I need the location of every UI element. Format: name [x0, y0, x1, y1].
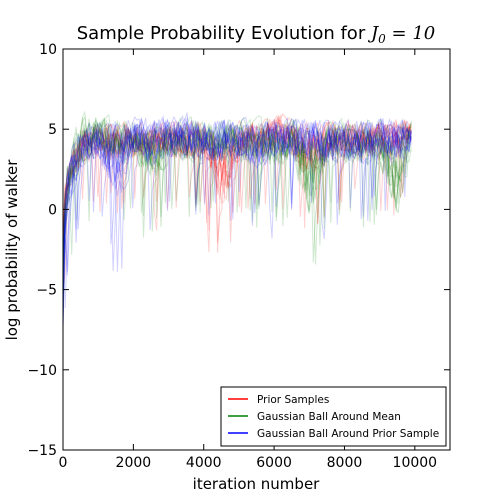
y-tick-label: −15: [27, 443, 57, 459]
walker-line: [62, 116, 412, 334]
series-layer: [62, 110, 412, 334]
walker-line: [62, 116, 412, 253]
series-0: [62, 112, 412, 288]
legend-label-prior-sample: Gaussian Ball Around Prior Sample: [257, 428, 439, 440]
walker-line: [62, 117, 412, 326]
walker-line: [62, 119, 412, 241]
walker-line: [62, 122, 412, 247]
walker-line: [62, 121, 412, 237]
y-tick-label: −10: [27, 363, 57, 379]
y-tick-label: 0: [48, 202, 57, 218]
walker-line: [62, 113, 412, 263]
walker-line: [62, 118, 412, 254]
walker-line: [62, 120, 412, 282]
series-2: [62, 112, 412, 334]
y-tick-label: 10: [39, 42, 57, 58]
chart-title-math-rest: = 10: [386, 23, 435, 44]
walker-line: [62, 116, 412, 268]
legend-label-prior: Prior Samples: [257, 394, 329, 406]
walker-line: [62, 119, 412, 283]
chart-title: Sample Probability Evolution for J0 = 10: [77, 23, 436, 46]
chart-title-math-sub: 0: [378, 32, 386, 46]
walker-line: [62, 114, 412, 245]
legend-label-mean: Gaussian Ball Around Mean: [257, 411, 401, 423]
walker-line: [62, 119, 412, 255]
series-1: [62, 110, 412, 321]
walker-line: [62, 117, 412, 308]
x-tick-label: 2000: [116, 455, 152, 471]
walker-line: [62, 114, 412, 282]
walker-line: [62, 119, 412, 288]
x-tick-label: 0: [59, 455, 68, 471]
walker-line: [62, 118, 412, 326]
walker-line: [62, 117, 412, 261]
walker-line: [62, 115, 412, 315]
y-tick-label: −5: [36, 283, 57, 299]
walker-line: [62, 120, 412, 261]
walker-line: [62, 118, 412, 231]
walker-line: [62, 115, 412, 234]
walker-line: [62, 118, 412, 268]
walker-line: [62, 118, 412, 237]
walker-line: [62, 119, 412, 230]
chart-title-math: J: [367, 23, 380, 44]
walker-line: [62, 118, 412, 254]
walker-line: [62, 119, 412, 321]
walker-line: [62, 117, 412, 327]
legend: Prior Samples Gaussian Ball Around Mean …: [220, 386, 447, 447]
walker-line: [62, 118, 412, 245]
plot-frame: [62, 48, 451, 451]
y-tick-label: 5: [48, 122, 57, 138]
walker-line: [62, 112, 412, 233]
walker-line: [62, 116, 412, 303]
walker-line: [62, 120, 412, 277]
x-axis-label: iteration number: [193, 475, 321, 493]
x-tick-label: 10000: [393, 455, 438, 471]
walker-line: [62, 118, 412, 307]
x-tick-label: 4000: [186, 455, 222, 471]
ticks-layer: 0 2000 4000 6000 8000 10000 10 5 0 −5 −10 −15: [27, 42, 450, 471]
walker-line: [62, 117, 412, 271]
walker-line: [62, 114, 412, 243]
walker-line: [62, 114, 412, 301]
x-tick-label: 8000: [327, 455, 363, 471]
walker-line: [62, 120, 412, 248]
walker-line: [62, 118, 412, 309]
walker-line: [62, 112, 412, 253]
legend-box: [220, 386, 447, 447]
walker-line: [62, 110, 412, 268]
walker-line: [62, 117, 412, 299]
x-tick-label: 6000: [256, 455, 292, 471]
chart-title-text: Sample Probability Evolution for: [77, 23, 371, 44]
walker-line: [62, 115, 412, 251]
y-axis-label: log probability of walker: [3, 159, 21, 341]
